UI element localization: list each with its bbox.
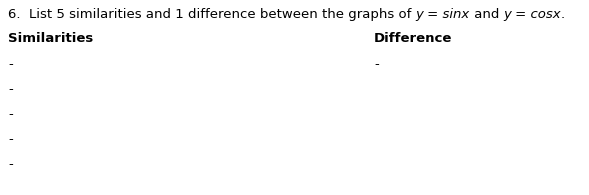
Text: 6.  List 5 similarities and 1 difference between the graphs of: 6. List 5 similarities and 1 difference … — [8, 8, 416, 21]
Text: and: and — [470, 8, 504, 21]
Text: -: - — [8, 83, 13, 96]
Text: y = sinx: y = sinx — [416, 8, 470, 21]
Text: Similarities: Similarities — [8, 32, 93, 45]
Text: -: - — [8, 58, 13, 71]
Text: y = cosx: y = cosx — [504, 8, 561, 21]
Text: -: - — [374, 58, 379, 71]
Text: -: - — [8, 108, 13, 121]
Text: -: - — [8, 133, 13, 146]
Text: .: . — [561, 8, 565, 21]
Text: -: - — [8, 158, 13, 171]
Text: Difference: Difference — [374, 32, 452, 45]
